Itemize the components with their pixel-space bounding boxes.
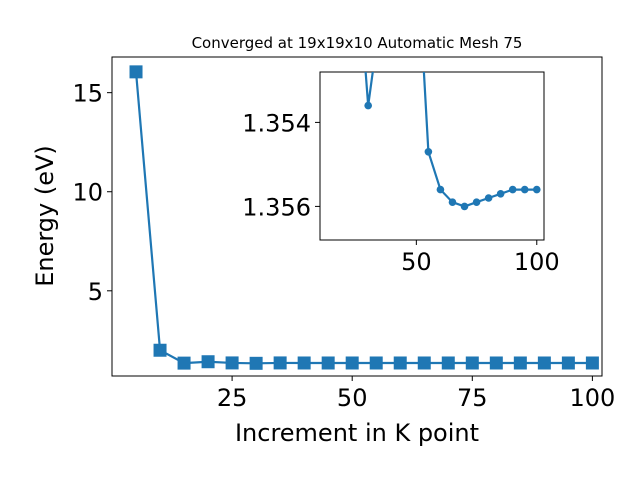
x-axis-label: Increment in K point xyxy=(235,419,479,447)
main-y-tick-label: 10 xyxy=(72,179,103,207)
main-data-point xyxy=(177,356,191,370)
inset-x-tick-label: 100 xyxy=(514,248,560,276)
main-data-point xyxy=(537,356,551,370)
inset-data-point xyxy=(496,190,505,198)
inset-axes-background xyxy=(319,71,545,241)
main-data-point xyxy=(489,356,503,370)
main-x-tick-label: 100 xyxy=(569,384,615,412)
main-axes-frame xyxy=(111,56,603,377)
main-data-point xyxy=(345,356,359,370)
main-y-tick-label: 5 xyxy=(88,278,103,306)
inset-data-point xyxy=(448,198,457,206)
main-y-axis: 5 10 15 xyxy=(72,80,112,306)
main-data-point xyxy=(297,356,311,370)
main-data-point xyxy=(273,356,287,370)
inset-data-point xyxy=(472,198,481,206)
main-x-axis: 25 50 75 100 xyxy=(217,376,615,412)
main-data-point xyxy=(321,356,335,370)
inset-y-axis: 1.354 1.356 xyxy=(242,109,320,221)
inset-data-point xyxy=(424,148,433,156)
inset-data-point xyxy=(460,202,469,211)
inset-y-tick-label: 1.356 xyxy=(242,193,311,221)
main-data-point xyxy=(561,356,575,370)
main-plot-area: 25 50 75 100 5 10 15 xyxy=(72,56,615,412)
inset-data-point xyxy=(508,185,517,194)
inset-plot-area: 50 100 1.354 1.356 xyxy=(242,14,560,276)
main-data-point xyxy=(249,356,263,370)
main-data-point xyxy=(369,356,383,370)
main-x-tick-label: 50 xyxy=(337,384,368,412)
main-data-point xyxy=(585,356,599,370)
inset-data-point xyxy=(484,194,493,202)
main-data-point xyxy=(153,343,167,357)
inset-x-tick-label: 50 xyxy=(401,248,432,276)
chart-title: Converged at 19x19x10 Automatic Mesh 75 xyxy=(192,34,523,52)
main-x-tick-label: 75 xyxy=(457,384,488,412)
main-data-point xyxy=(225,356,239,370)
inset-data-point xyxy=(376,14,384,22)
inset-x-axis: 50 100 xyxy=(401,240,560,276)
inset-data-point xyxy=(532,185,541,194)
inset-data-point xyxy=(436,185,445,194)
main-data-point xyxy=(513,356,527,370)
y-axis-label: Energy (eV) xyxy=(31,145,59,287)
main-series xyxy=(129,65,599,370)
main-data-point xyxy=(465,356,479,370)
inset-series-line xyxy=(364,72,537,208)
inset-data-point xyxy=(520,185,529,194)
inset-y-tick-label: 1.354 xyxy=(242,109,311,137)
main-data-point xyxy=(441,356,455,370)
main-data-point xyxy=(201,355,215,369)
main-data-point xyxy=(129,65,143,79)
main-data-point xyxy=(393,356,407,370)
inset-series xyxy=(364,14,541,211)
main-y-tick-label: 15 xyxy=(72,80,103,108)
main-x-tick-label: 25 xyxy=(217,384,248,412)
inset-data-point xyxy=(364,101,372,110)
main-data-point xyxy=(417,356,431,370)
